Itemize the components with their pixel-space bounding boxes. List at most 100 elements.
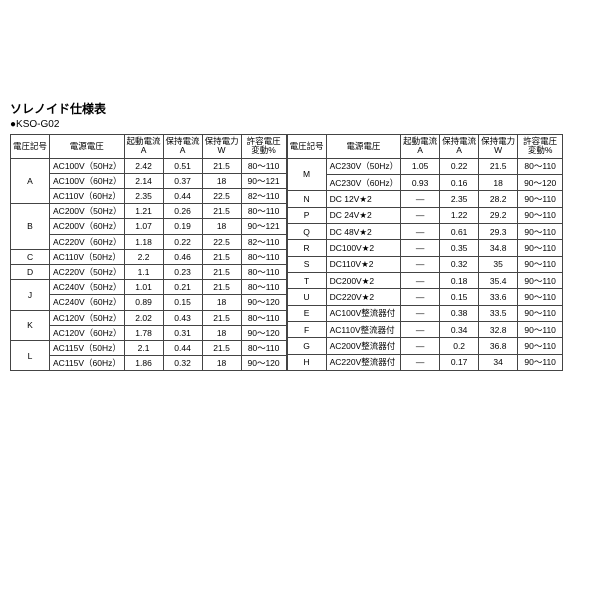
voltage-cell: AC230V（50Hz）	[326, 158, 401, 174]
start-cell: 0.89	[124, 295, 163, 310]
tol-cell: 80～110	[241, 204, 286, 219]
tol-cell: 90～120	[518, 175, 563, 191]
voltage-cell: AC200V（60Hz）	[50, 219, 125, 234]
start-cell: 1.78	[124, 325, 163, 340]
start-cell: —	[401, 289, 440, 305]
tol-cell: 90～121	[241, 173, 286, 188]
start-cell: 1.07	[124, 219, 163, 234]
code-cell: T	[287, 273, 326, 289]
watt-cell: 35.4	[479, 273, 518, 289]
voltage-cell: AC120V（50Hz）	[50, 310, 125, 325]
table-row: AC220V（60Hz）1.180.2222.582～110	[11, 234, 287, 249]
table-row: QDC 48V★2—0.6129.390～110	[287, 224, 563, 240]
watt-cell: 21.5	[202, 280, 241, 295]
hold-cell: 2.35	[440, 191, 479, 207]
tol-cell: 80～110	[241, 280, 286, 295]
table-row: KAC120V（50Hz）2.020.4321.580～110	[11, 310, 287, 325]
voltage-cell: AC230V（60Hz）	[326, 175, 401, 191]
tol-cell: 90～110	[518, 224, 563, 240]
spec-tables: 電圧記号 電源電圧 起動電流A 保持電流A 保持電力W 許容電圧変動% AAC1…	[10, 134, 590, 371]
hold-cell: 0.51	[163, 158, 202, 173]
tol-cell: 90～120	[241, 325, 286, 340]
tol-cell: 90～110	[518, 354, 563, 371]
tol-cell: 90～120	[241, 295, 286, 310]
tol-cell: 90～110	[518, 322, 563, 338]
hold-cell: 0.2	[440, 338, 479, 354]
voltage-cell: AC110V整流器付	[326, 322, 401, 338]
voltage-cell: AC100V整流器付	[326, 305, 401, 321]
tol-cell: 80～110	[241, 158, 286, 173]
tol-cell: 90～110	[518, 273, 563, 289]
start-cell: 1.05	[401, 158, 440, 174]
code-cell: G	[287, 338, 326, 354]
hold-cell: 0.18	[440, 273, 479, 289]
table-row: AC240V（60Hz）0.890.151890～120	[11, 295, 287, 310]
table-row: GAC200V整流器付—0.236.890～110	[287, 338, 563, 354]
header-hold-power: 保持電力W	[202, 135, 241, 159]
table-row: LAC115V（50Hz）2.10.4421.580～110	[11, 340, 287, 355]
table-row: HAC220V整流器付—0.173490～110	[287, 354, 563, 371]
tol-cell: 82～110	[241, 234, 286, 249]
code-cell: M	[287, 158, 326, 191]
start-cell: —	[401, 322, 440, 338]
start-cell: —	[401, 191, 440, 207]
table-row: AAC100V（50Hz）2.420.5121.580～110	[11, 158, 287, 173]
start-cell: 1.21	[124, 204, 163, 219]
hold-cell: 0.23	[163, 265, 202, 280]
watt-cell: 32.8	[479, 322, 518, 338]
table-row: AC100V（60Hz）2.140.371890～121	[11, 173, 287, 188]
voltage-cell: AC110V（50Hz）	[50, 249, 125, 264]
hold-cell: 0.61	[440, 224, 479, 240]
tol-cell: 80～110	[518, 158, 563, 174]
table-row: NDC 12V★2—2.3528.290～110	[287, 191, 563, 207]
table-row: AC110V（60Hz）2.350.4422.582～110	[11, 189, 287, 204]
watt-cell: 21.5	[202, 265, 241, 280]
header-voltage: 電源電圧	[50, 135, 125, 159]
code-cell: A	[11, 158, 50, 204]
table-row: FAC110V整流器付—0.3432.890～110	[287, 322, 563, 338]
start-cell: 2.35	[124, 189, 163, 204]
code-cell: F	[287, 322, 326, 338]
hold-cell: 0.19	[163, 219, 202, 234]
watt-cell: 33.6	[479, 289, 518, 305]
watt-cell: 18	[479, 175, 518, 191]
voltage-cell: AC120V（60Hz）	[50, 325, 125, 340]
watt-cell: 33.5	[479, 305, 518, 321]
hold-cell: 0.34	[440, 322, 479, 338]
tol-cell: 90～110	[518, 207, 563, 223]
tol-cell: 90～110	[518, 289, 563, 305]
watt-cell: 29.3	[479, 224, 518, 240]
start-cell: 2.1	[124, 340, 163, 355]
tol-cell: 90～110	[518, 240, 563, 256]
header-code: 電圧記号	[11, 135, 50, 159]
start-cell: —	[401, 273, 440, 289]
code-cell: H	[287, 354, 326, 371]
watt-cell: 21.5	[202, 340, 241, 355]
watt-cell: 22.5	[202, 189, 241, 204]
table-row: PDC 24V★2—1.2229.290～110	[287, 207, 563, 223]
watt-cell: 22.5	[202, 234, 241, 249]
hold-cell: 0.32	[440, 256, 479, 272]
watt-cell: 29.2	[479, 207, 518, 223]
start-cell: 2.14	[124, 173, 163, 188]
tol-cell: 90～110	[518, 305, 563, 321]
start-cell: —	[401, 207, 440, 223]
watt-cell: 28.2	[479, 191, 518, 207]
table-row: MAC230V（50Hz）1.050.2221.580～110	[287, 158, 563, 174]
hold-cell: 0.46	[163, 249, 202, 264]
hold-cell: 0.26	[163, 204, 202, 219]
hold-cell: 0.38	[440, 305, 479, 321]
hold-cell: 1.22	[440, 207, 479, 223]
watt-cell: 34.8	[479, 240, 518, 256]
voltage-cell: AC100V（50Hz）	[50, 158, 125, 173]
tol-cell: 90～110	[518, 191, 563, 207]
hold-cell: 0.43	[163, 310, 202, 325]
code-cell: C	[11, 249, 50, 264]
start-cell: 2.42	[124, 158, 163, 173]
table-row: EAC100V整流器付—0.3833.590～110	[287, 305, 563, 321]
header-voltage: 電源電圧	[326, 135, 401, 159]
tol-cell: 80～110	[241, 310, 286, 325]
tol-cell: 80～110	[241, 249, 286, 264]
start-cell: —	[401, 338, 440, 354]
voltage-cell: AC200V（50Hz）	[50, 204, 125, 219]
